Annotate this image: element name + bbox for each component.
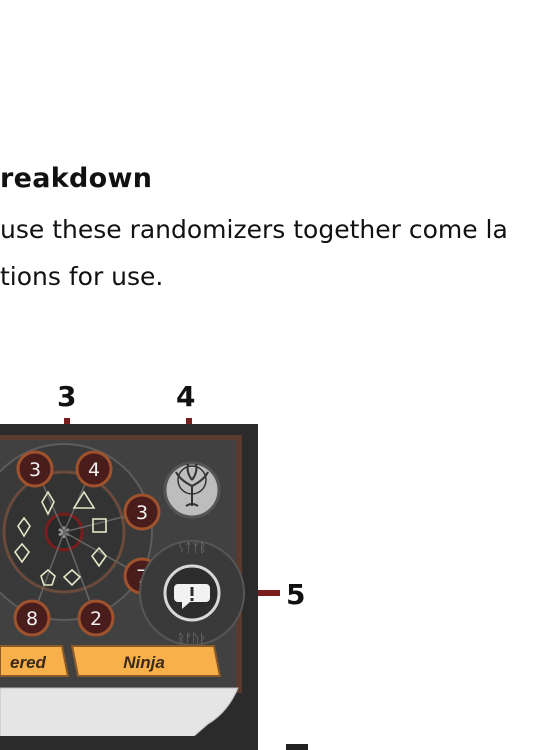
section-heading: reakdown (0, 163, 153, 194)
d12-symbol (40, 568, 56, 586)
class-label-right-text: Ninja (123, 653, 165, 672)
number-badge (77, 599, 115, 637)
square-symbol (92, 518, 107, 533)
class-label-left-text: ered (10, 653, 47, 672)
triangle-symbol (72, 490, 96, 509)
body-text-line-1: use these randomizers together come la (0, 215, 508, 244)
d20-symbol (62, 568, 82, 587)
randomizer-card-illustration: ✱ 3 4 3 7 2 8 (0, 418, 308, 750)
svg-text:ᚱᚠᚢᚦ: ᚱᚠᚢᚦ (178, 631, 207, 645)
number-badge (123, 493, 161, 531)
d10-symbol-left (17, 516, 31, 538)
badge-number: 3 (29, 459, 41, 481)
number-badge (16, 450, 54, 488)
class-label-left (0, 645, 70, 677)
number-badge (75, 450, 113, 488)
number-badge (13, 599, 51, 637)
body-text-line-2: tions for use. (0, 262, 164, 291)
badge-number: 2 (90, 608, 102, 630)
callout-number-5: 5 (286, 578, 306, 611)
d8-symbol-left (13, 542, 31, 564)
svg-text:ᛊᛏᛉᛒ: ᛊᛏᛉᛒ (178, 541, 207, 555)
badge-number: 4 (88, 459, 100, 481)
callout-number-4: 4 (176, 380, 196, 413)
d8-symbol (90, 546, 108, 568)
badge-number: 3 (136, 502, 148, 524)
callout-number-3: 3 (57, 380, 77, 413)
class-label-right (70, 645, 222, 677)
badge-number: 8 (26, 608, 38, 630)
d10-symbol (41, 490, 55, 516)
